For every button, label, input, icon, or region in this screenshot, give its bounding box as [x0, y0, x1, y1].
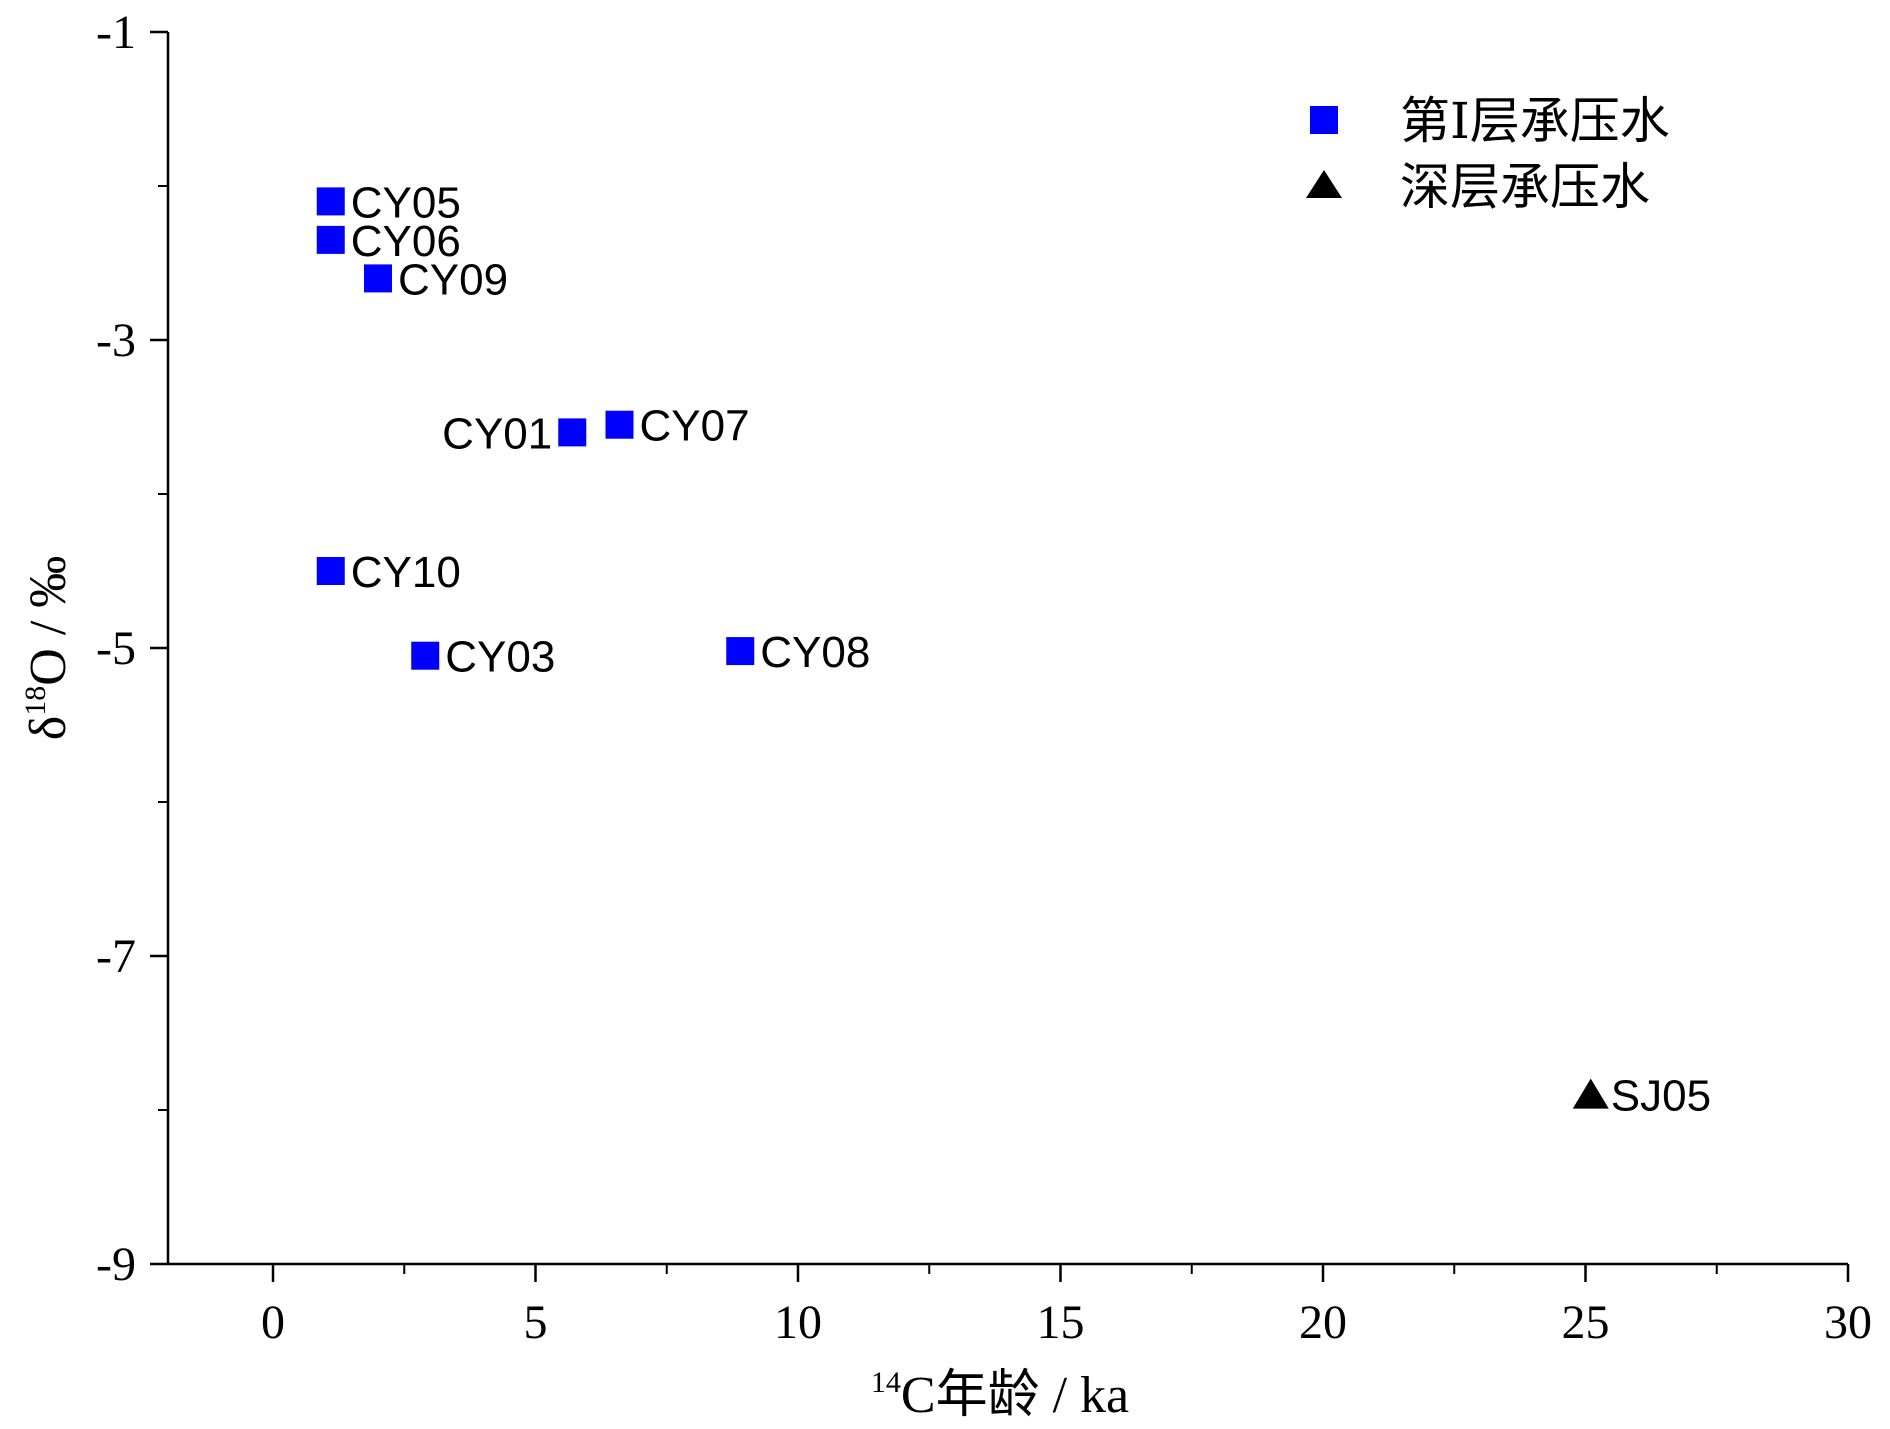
- x-tick-label: 0: [261, 1296, 285, 1349]
- x-tick-label: 10: [774, 1296, 822, 1349]
- y-tick-label: -3: [96, 314, 136, 367]
- data-point-CY01: [558, 418, 587, 447]
- point-label-CY10: CY10: [351, 548, 461, 597]
- y-tick-label: -1: [96, 6, 136, 59]
- legend-square-marker: [1310, 106, 1338, 134]
- point-label-SJ05: SJ05: [1611, 1072, 1711, 1121]
- y-tick-label: -7: [96, 930, 136, 983]
- data-points: [316, 187, 1609, 1109]
- x-tick-label: 25: [1562, 1296, 1610, 1349]
- y-tick-label: -9: [96, 1238, 136, 1291]
- data-point-CY05: [316, 187, 345, 216]
- data-point-SJ05: [1572, 1078, 1609, 1109]
- legend: 第Ⅰ层承压水 深层承压水: [1306, 92, 1670, 216]
- x-axis-title: 14C年龄 / ka: [871, 1366, 1129, 1424]
- data-point-CY03: [411, 641, 440, 670]
- data-point-CY09: [364, 264, 392, 293]
- y-axis-ticks: -1 -3 -5 -7 -9: [96, 6, 168, 1291]
- point-label-CY06: CY06: [351, 217, 461, 266]
- data-point-CY08: [726, 637, 755, 666]
- point-label-CY08: CY08: [760, 628, 870, 677]
- point-label-CY03: CY03: [445, 633, 555, 682]
- x-tick-label: 5: [524, 1296, 548, 1349]
- y-axis-title: δ18O / ‰: [19, 556, 77, 741]
- legend-triangle-marker: [1306, 170, 1342, 198]
- point-label-CY01: CY01: [442, 409, 552, 458]
- data-point-CY10: [316, 557, 345, 585]
- data-point-CY07: [605, 410, 634, 439]
- point-label-CY07: CY07: [640, 402, 750, 451]
- y-tick-label: -5: [96, 622, 136, 675]
- data-point-CY06: [316, 225, 345, 254]
- point-label-CY05: CY05: [351, 178, 461, 227]
- x-axis-ticks: 0 5 10 15 20 25 30: [261, 1264, 1872, 1349]
- x-tick-label: 15: [1037, 1296, 1085, 1349]
- point-label-CY09: CY09: [398, 255, 508, 304]
- x-tick-label: 20: [1299, 1296, 1347, 1349]
- legend-label-series-1: 第Ⅰ层承压水: [1400, 92, 1670, 150]
- x-tick-label: 30: [1824, 1296, 1872, 1349]
- legend-label-series-2: 深层承压水: [1400, 158, 1650, 216]
